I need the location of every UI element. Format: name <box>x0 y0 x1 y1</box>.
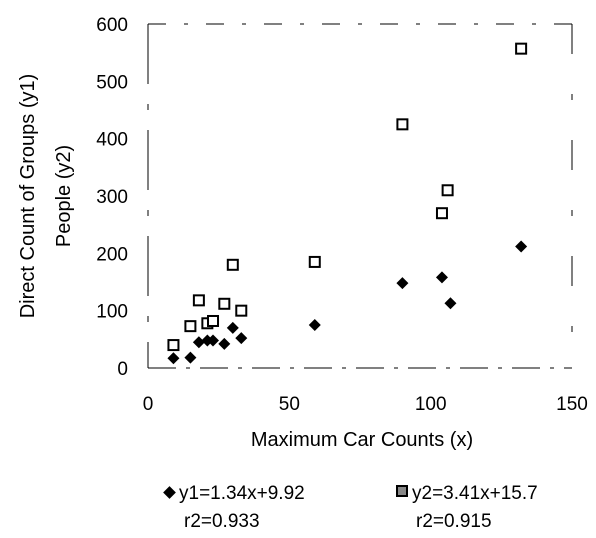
y1-diamond-point <box>184 351 197 364</box>
y-tick-labels: 0 100 200 300 400 500 600 <box>96 15 128 380</box>
y1-diamond-point <box>207 334 220 347</box>
y-tick-label: 500 <box>96 72 128 93</box>
y1-diamond-point <box>167 352 180 365</box>
legend-y2-equation: y2=3.41x+15.7 <box>412 483 538 504</box>
x-tick-label: 50 <box>279 394 300 415</box>
y2-square-point <box>167 339 180 352</box>
y1-diamond-point <box>218 337 231 350</box>
y1-diamond-point <box>235 332 248 345</box>
y1-diamond-point <box>308 319 321 331</box>
y2-square-point <box>441 184 454 197</box>
y-tick-label: 0 <box>117 359 128 380</box>
legend-entry-y1: y1=1.34x+9.92 r2=0.933 <box>160 480 305 536</box>
y2-square-point <box>515 42 528 55</box>
y1-diamond-point <box>226 321 239 334</box>
y-tick-label: 400 <box>96 130 128 151</box>
y2-square-point <box>308 255 321 268</box>
y2-square-point <box>192 294 205 307</box>
x-tick-label: 150 <box>556 394 588 415</box>
y2-square-point <box>435 207 448 220</box>
legend-y2-r2: r2=0.915 <box>416 511 492 532</box>
legend-square-marker <box>396 485 408 497</box>
plot-frame <box>147 23 573 369</box>
y-axis-title-line2: People (y2) <box>53 145 75 247</box>
y1-diamond-point <box>192 336 205 349</box>
y2-square-point <box>226 258 239 271</box>
legend-entry-y2: y2=3.41x+15.7 r2=0.915 <box>392 480 538 536</box>
y-tick-label: 100 <box>96 302 128 323</box>
x-axis-title: Maximum Car Counts (x) <box>251 429 473 451</box>
y1-diamond-point <box>515 240 528 253</box>
legend-y1-equation: y1=1.34x+9.92 <box>179 483 305 504</box>
y-tick-label: 300 <box>96 187 128 208</box>
y1-diamond-point <box>396 277 409 290</box>
x-tick-labels: 0 50 100 150 <box>143 394 588 415</box>
x-tick-label: 0 <box>143 394 154 415</box>
y1-diamond-point <box>444 297 457 310</box>
y-tick-label: 200 <box>96 244 128 265</box>
data-points <box>167 42 528 365</box>
y-tick-label: 600 <box>96 15 128 36</box>
y-axis-title-line1: Direct Count of Groups (y1) <box>17 74 39 319</box>
y1-diamond-point <box>435 271 448 284</box>
y2-square-point <box>218 297 231 310</box>
y2-square-point <box>396 118 409 131</box>
y2-square-point <box>207 314 220 327</box>
x-tick-label: 100 <box>415 394 447 415</box>
legend-y1-r2: r2=0.933 <box>184 511 260 532</box>
y2-square-point <box>235 304 248 317</box>
y2-square-point <box>184 320 197 333</box>
legend-diamond-marker <box>163 486 176 499</box>
